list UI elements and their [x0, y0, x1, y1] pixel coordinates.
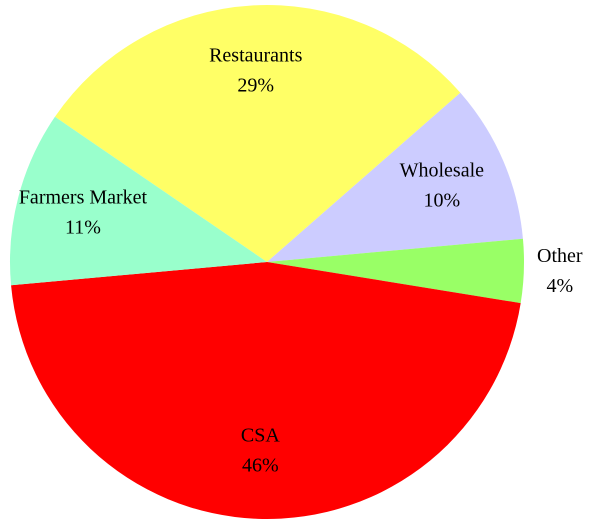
pie-slice — [11, 262, 521, 519]
pie-slice — [10, 116, 267, 286]
slice-label: Other — [537, 245, 583, 267]
slice-label: CSA — [241, 425, 280, 447]
pie-slice — [267, 92, 523, 262]
slice-value-label: 4% — [546, 275, 573, 297]
slice-value-label: 10% — [423, 190, 460, 212]
pie-slice — [54, 4, 461, 263]
slice-value-label: 46% — [242, 455, 279, 477]
slice-value-label: 11% — [65, 217, 101, 239]
slice-value-label: 29% — [237, 75, 274, 97]
slice-label: Wholesale — [400, 160, 485, 182]
slice-label: Farmers Market — [19, 187, 148, 209]
pie-slice — [267, 238, 524, 304]
slice-label: Restaurants — [209, 45, 303, 67]
